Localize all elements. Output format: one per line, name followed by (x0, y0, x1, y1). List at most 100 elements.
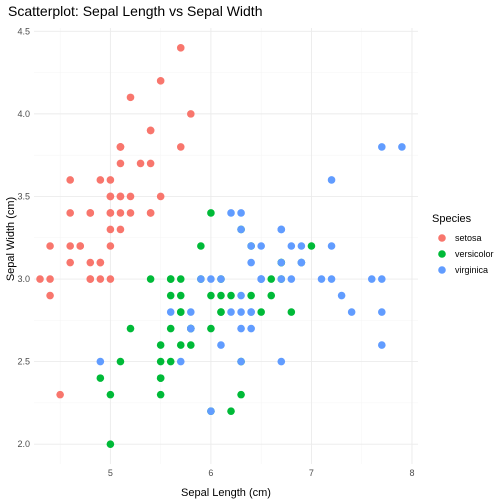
data-point-setosa (66, 242, 74, 250)
data-point-versicolor (156, 374, 165, 382)
data-point-virginica (297, 258, 306, 267)
data-point-setosa (146, 209, 155, 217)
data-point-versicolor (237, 390, 245, 399)
x-tick-label: 8 (409, 468, 414, 478)
data-point-virginica (187, 308, 195, 316)
data-point-virginica (277, 225, 286, 234)
data-point-setosa (116, 209, 125, 217)
data-point-virginica (166, 308, 175, 316)
data-point-virginica (398, 143, 406, 151)
data-point-virginica (247, 242, 255, 250)
data-point-versicolor (187, 341, 195, 349)
data-point-versicolor (176, 291, 185, 300)
data-point-virginica (257, 275, 265, 283)
data-point-virginica (378, 341, 386, 349)
x-tick-label: 5 (108, 468, 113, 478)
data-point-setosa (187, 110, 195, 118)
data-point-versicolor (166, 275, 175, 283)
chart-title: Scatterplot: Sepal Length vs Sepal Width (8, 3, 262, 19)
data-point-virginica (217, 341, 225, 349)
data-point-virginica (237, 324, 245, 333)
data-point-virginica (277, 258, 286, 267)
data-point-virginica (247, 324, 255, 333)
data-point-setosa (106, 275, 115, 283)
data-point-setosa (66, 209, 74, 217)
data-point-virginica (327, 176, 336, 184)
data-point-virginica (367, 275, 376, 283)
data-point-versicolor (267, 291, 276, 300)
data-point-virginica (378, 275, 386, 283)
y-axis-ticks: 2.0 2.5 3.0 3.5 4.0 4.5 (17, 26, 30, 449)
data-point-virginica (237, 225, 245, 234)
data-point-virginica (197, 275, 205, 283)
data-point-setosa (106, 176, 115, 184)
data-point-versicolor (197, 242, 205, 250)
data-point-setosa (86, 209, 95, 217)
y-tick-label: 3.0 (17, 274, 30, 284)
x-axis-label: Sepal Length (cm) (181, 487, 271, 499)
data-point-versicolor (106, 440, 115, 448)
legend: Species setosa versicolor virginica (432, 213, 494, 275)
data-point-virginica (378, 308, 386, 316)
data-point-setosa (146, 159, 155, 168)
data-point-virginica (327, 275, 336, 283)
data-point-setosa (106, 192, 115, 201)
data-point-virginica (337, 291, 346, 300)
data-point-virginica (247, 258, 255, 267)
data-point-setosa (96, 258, 105, 267)
data-point-versicolor (176, 275, 185, 283)
data-point-versicolor (257, 308, 265, 316)
data-point-setosa (106, 242, 115, 250)
y-tick-label: 4.5 (17, 26, 30, 36)
data-point-virginica (277, 357, 286, 366)
data-point-versicolor (217, 308, 225, 316)
data-point-versicolor (287, 308, 296, 316)
data-point-versicolor (156, 341, 165, 349)
data-point-virginica (227, 209, 235, 217)
data-point-setosa (46, 275, 54, 283)
data-point-setosa (146, 126, 155, 135)
data-point-virginica (176, 357, 185, 366)
y-axis-label: Sepal Width (cm) (5, 197, 17, 281)
data-point-virginica (227, 308, 235, 316)
data-point-versicolor (106, 390, 115, 399)
data-point-virginica (297, 242, 306, 250)
data-point-virginica (287, 275, 296, 283)
x-tick-label: 6 (208, 468, 213, 478)
data-point-versicolor (207, 324, 215, 333)
data-point-versicolor (227, 291, 235, 300)
data-point-versicolor (227, 407, 235, 415)
data-point-versicolor (166, 357, 175, 366)
data-point-setosa (156, 192, 165, 201)
data-point-setosa (126, 192, 135, 201)
data-point-virginica (287, 242, 296, 250)
data-point-setosa (176, 143, 185, 151)
data-point-versicolor (217, 291, 225, 300)
data-point-setosa (116, 159, 125, 168)
legend-key-setosa (438, 234, 446, 242)
grid-lines (34, 28, 418, 464)
legend-label-setosa: setosa (455, 233, 482, 243)
data-point-versicolor (247, 291, 255, 300)
legend-label-virginica: virginica (455, 265, 488, 275)
legend-key-virginica (438, 266, 446, 274)
data-point-versicolor (116, 357, 125, 366)
data-point-setosa (86, 258, 95, 267)
data-point-versicolor (146, 275, 155, 283)
data-point-setosa (116, 225, 125, 234)
y-tick-label: 2.0 (17, 439, 30, 449)
data-point-versicolor (176, 341, 185, 349)
data-point-setosa (126, 209, 135, 217)
data-point-virginica (237, 357, 245, 366)
legend-key-versicolor (438, 250, 446, 258)
data-point-virginica (257, 242, 265, 250)
legend-title: Species (432, 213, 472, 225)
data-point-setosa (106, 209, 115, 217)
data-point-versicolor (176, 308, 185, 316)
data-point-versicolor (267, 275, 276, 283)
data-point-virginica (247, 308, 255, 316)
data-point-virginica (347, 308, 356, 316)
data-point-setosa (136, 159, 145, 168)
x-axis-ticks: 5 6 7 8 (108, 468, 415, 478)
